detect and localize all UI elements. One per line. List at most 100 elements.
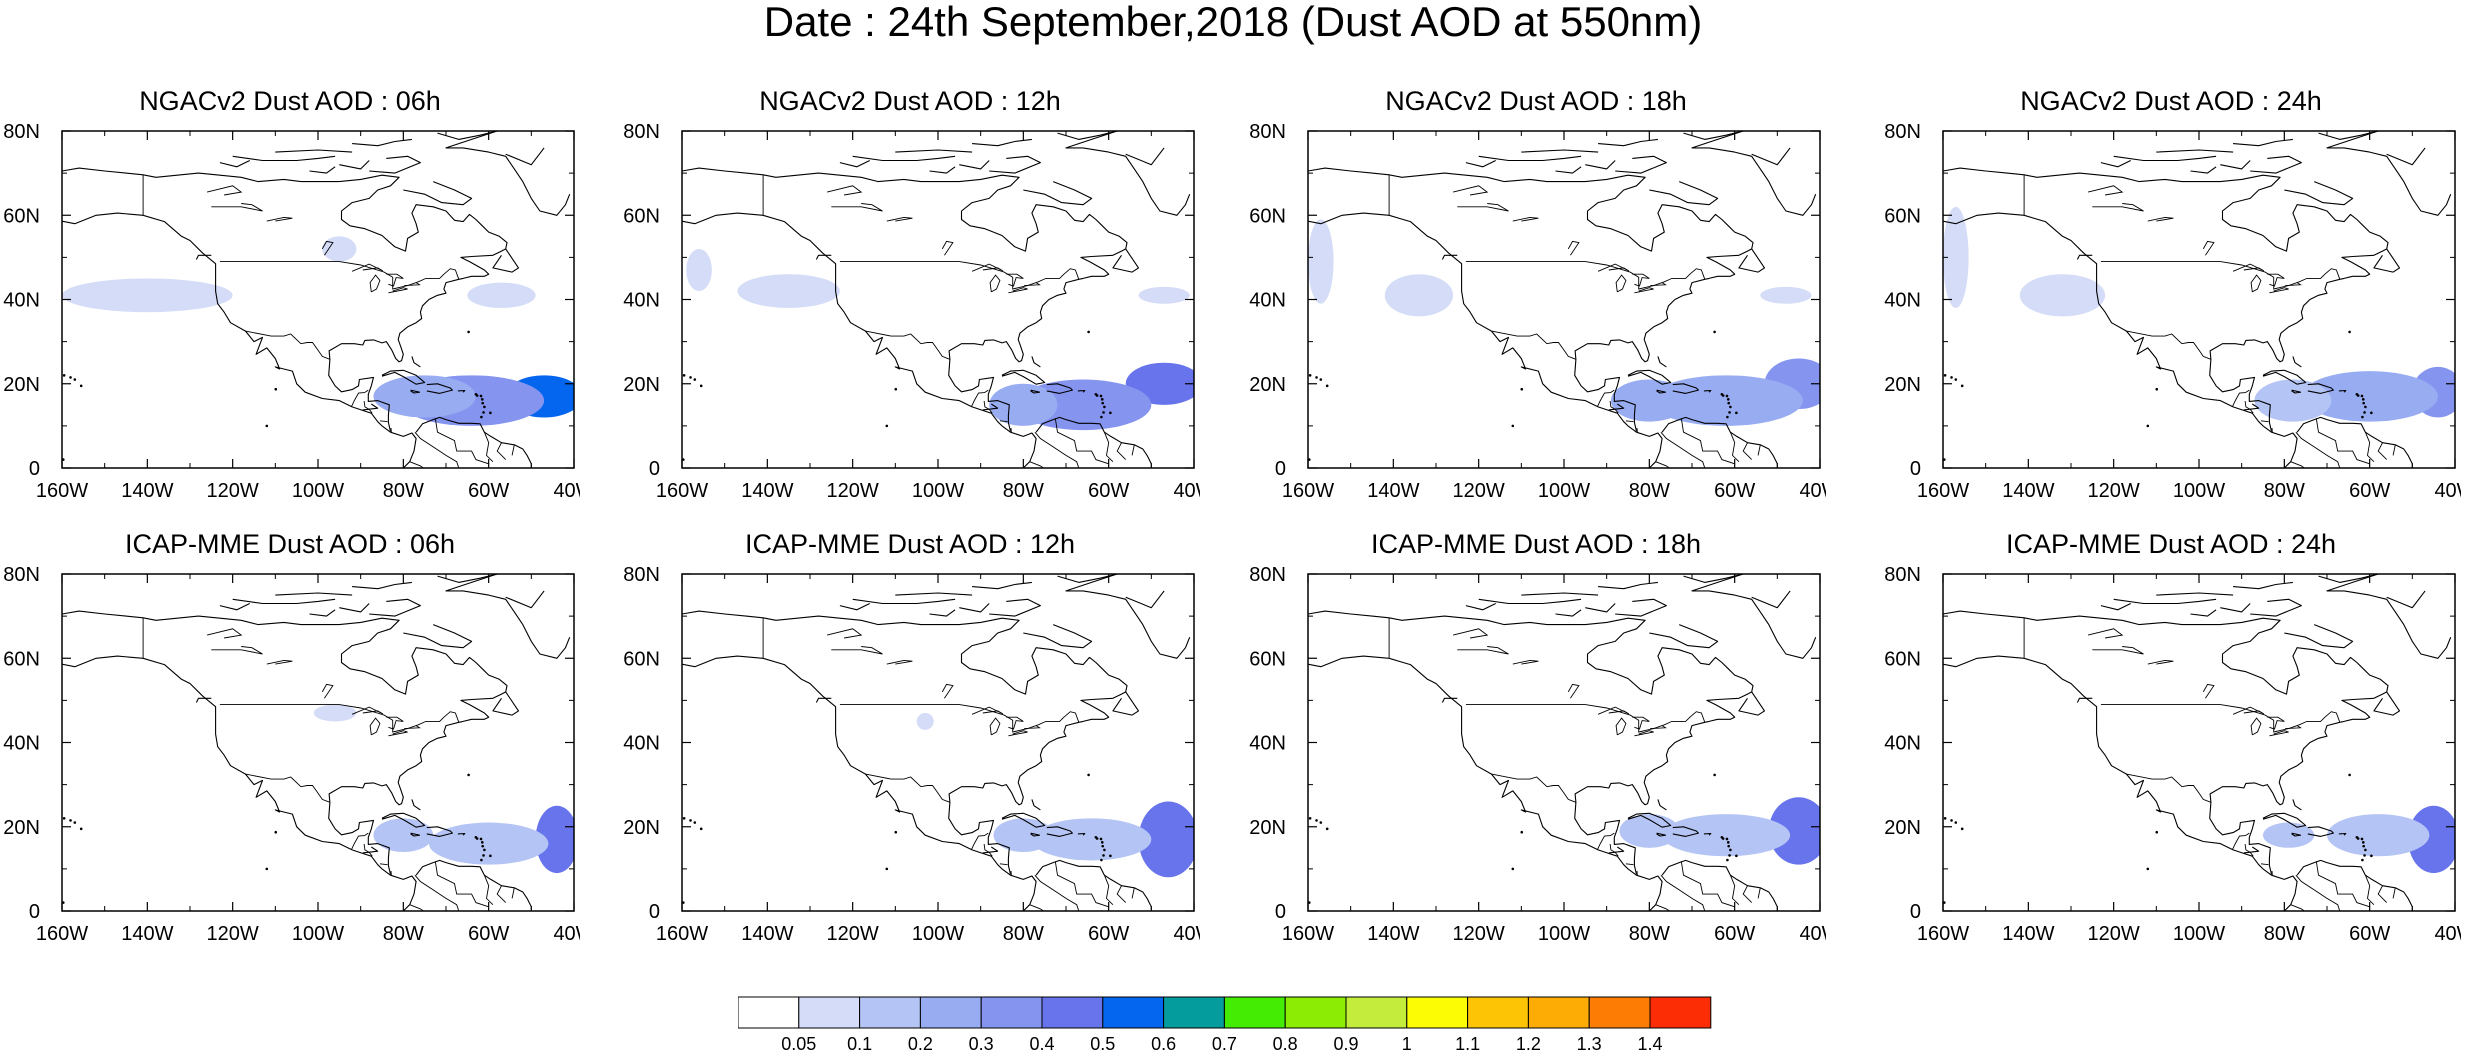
colorbar-swatch [1468, 997, 1529, 1028]
island-marker [1729, 406, 1732, 409]
y-tick-label: 20N [3, 374, 40, 396]
dust-plume [314, 705, 357, 722]
lake-outline [990, 718, 1000, 735]
x-tick-label: 40W [1799, 480, 1826, 502]
y-tick-label: 40N [1884, 733, 1921, 755]
x-tick-label: 80W [1629, 923, 1670, 945]
coastline [506, 591, 544, 608]
x-tick-label: 120W [2088, 480, 2140, 502]
dust-plume [989, 384, 1057, 426]
coastline [989, 156, 1040, 173]
coastline [1909, 611, 2388, 874]
x-tick-label: 60W [468, 480, 509, 502]
lake-outline [2251, 275, 2261, 292]
map-outlines [1909, 574, 2451, 914]
x-tick-label: 100W [912, 480, 964, 502]
x-tick-label: 80W [383, 923, 424, 945]
x-tick-label: 60W [1088, 480, 1129, 502]
island-marker [2370, 855, 2373, 858]
country-border [840, 705, 1079, 732]
coastline [1909, 190, 2297, 468]
coastline [2327, 574, 2451, 658]
y-tick-label: 80N [623, 121, 660, 143]
lake-outline [990, 275, 1000, 292]
y-tick-label: 80N [623, 564, 660, 586]
dust-plume [686, 249, 712, 291]
x-tick-label: 100W [1538, 923, 1590, 945]
dust-plume [2254, 380, 2331, 422]
coastline [1479, 599, 1581, 603]
country-border [1000, 864, 1008, 865]
x-tick-label: 80W [2264, 480, 2305, 502]
lake-outline [211, 647, 262, 655]
country-border [866, 774, 950, 802]
x-tick-label: 120W [2088, 923, 2140, 945]
x-tick-label: 140W [741, 923, 793, 945]
x-tick-label: 80W [383, 480, 424, 502]
country-border [2296, 432, 2340, 468]
lake-outline [1006, 274, 1023, 286]
island-marker [1944, 817, 1947, 820]
coastline [233, 599, 335, 603]
y-tick-label: 0 [29, 901, 40, 923]
lake-outline [1568, 684, 1579, 698]
island-marker [1735, 412, 1738, 415]
island-marker [481, 402, 484, 405]
island-marker [80, 385, 83, 388]
island-marker [481, 841, 484, 844]
lake-outline [267, 660, 293, 664]
coastline [2297, 417, 2412, 468]
island-marker [2238, 469, 2241, 472]
x-tick-label: 100W [912, 923, 964, 945]
colorbar-swatch [920, 997, 981, 1028]
colorbar-label: 1.3 [1577, 1034, 1602, 1054]
panel-title: NGACv2 Dust AOD : 24h [1881, 83, 2461, 119]
x-tick-label: 160W [36, 923, 88, 945]
map-plot: 160W140W120W100W80W60W40W80N60N40N20N0 [1881, 562, 2461, 952]
coastline [895, 150, 972, 152]
island-marker [1087, 331, 1090, 334]
island-marker [2370, 412, 2373, 415]
island-marker [467, 331, 470, 334]
island-marker [2364, 406, 2367, 409]
island-marker [1950, 819, 1953, 822]
island-marker [1944, 374, 1947, 377]
y-tick-label: 20N [623, 817, 660, 839]
coastline [840, 161, 870, 167]
lake-outline [1632, 717, 1649, 729]
island-marker [1722, 394, 1725, 397]
y-tick-label: 60N [1249, 648, 1286, 670]
island-marker [74, 378, 77, 381]
lake-outline [386, 274, 403, 286]
colorbar-label: 0.2 [908, 1034, 933, 1054]
coastline [2114, 599, 2216, 603]
colorbar-swatch [1346, 997, 1407, 1028]
island-marker [489, 412, 492, 415]
coastline [1466, 604, 1496, 610]
coastline [1658, 356, 1667, 367]
island-marker [480, 416, 483, 419]
coastline [310, 610, 336, 616]
coastline [2101, 604, 2131, 610]
country-border [410, 462, 424, 468]
island-marker [1326, 828, 1329, 831]
island-marker [2363, 411, 2366, 414]
coastline [648, 633, 1036, 911]
island-marker [1955, 821, 1958, 824]
panel-title: NGACv2 Dust AOD : 18h [1246, 83, 1826, 119]
island-marker [357, 912, 360, 915]
x-tick-label: 160W [656, 480, 708, 502]
coastline [1752, 591, 1790, 608]
coastline [28, 633, 416, 911]
island-marker [69, 376, 72, 379]
x-tick-label: 140W [741, 480, 793, 502]
x-tick-label: 120W [207, 480, 259, 502]
lake-outline [1457, 204, 1508, 212]
country-border [1743, 443, 1752, 460]
country-border [410, 905, 424, 911]
